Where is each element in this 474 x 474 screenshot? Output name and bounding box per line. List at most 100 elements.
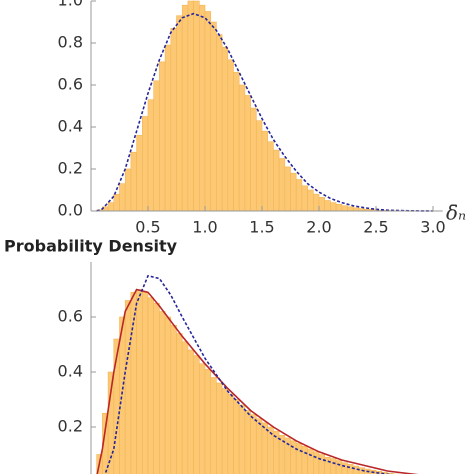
bar <box>278 158 286 212</box>
y-tick-label: 0.8 <box>58 33 83 52</box>
bar <box>124 300 132 474</box>
bar <box>255 418 263 474</box>
bar <box>159 311 166 474</box>
bar <box>176 333 183 474</box>
bar <box>318 454 325 474</box>
y-tick-label: 0.2 <box>58 417 83 436</box>
bar <box>238 404 246 474</box>
bar <box>238 84 246 212</box>
bar <box>307 189 314 212</box>
x-tick-label: 2.0 <box>306 218 331 237</box>
bar <box>221 46 229 212</box>
bar <box>312 193 320 212</box>
bar <box>210 377 217 474</box>
bar <box>301 445 308 474</box>
chart-title: Probability Density <box>4 237 178 256</box>
bar <box>153 80 160 212</box>
bar <box>227 59 234 212</box>
bar <box>284 166 291 212</box>
x-tick-label: 1.5 <box>249 218 274 237</box>
bar <box>347 206 354 212</box>
bar <box>261 130 268 212</box>
y-tick-label: 0.0 <box>58 201 83 220</box>
x-axis-label: δ̄ₙ <box>446 201 466 225</box>
bar <box>216 382 223 474</box>
bar <box>216 34 223 212</box>
bar <box>142 116 149 212</box>
bar <box>193 355 200 474</box>
x-tick-label: 0.5 <box>135 218 160 237</box>
bar <box>312 451 320 474</box>
bar <box>199 363 206 474</box>
bar <box>136 135 143 212</box>
x-tick-label: 3.0 <box>420 218 445 237</box>
bar <box>124 168 132 212</box>
y-tick-label: 0.6 <box>58 307 83 326</box>
bar <box>250 107 257 212</box>
bar <box>199 4 206 212</box>
bar <box>295 443 303 474</box>
bar <box>250 414 257 474</box>
bar <box>290 172 297 212</box>
curve <box>104 274 393 474</box>
bar <box>187 0 194 212</box>
curve <box>96 288 419 474</box>
x-tick-label: 2.5 <box>363 218 388 237</box>
bar <box>181 341 189 474</box>
bar <box>244 410 251 474</box>
bar <box>164 316 172 474</box>
bar <box>295 179 303 212</box>
bar <box>147 99 154 212</box>
curve <box>96 12 434 212</box>
bar <box>330 458 337 474</box>
bar <box>193 0 200 212</box>
bar <box>244 95 251 212</box>
bar <box>176 15 183 212</box>
bar <box>318 197 325 212</box>
bar <box>153 302 160 474</box>
bar <box>381 472 388 474</box>
bar <box>210 21 217 212</box>
bar <box>341 462 348 474</box>
bar <box>341 205 348 212</box>
bar <box>233 72 240 212</box>
bar <box>119 183 126 212</box>
bar <box>227 393 234 474</box>
x-tick-label: 1.0 <box>192 218 217 237</box>
bar <box>204 368 211 474</box>
bar <box>130 151 137 212</box>
bar <box>267 426 274 474</box>
bar <box>301 185 308 212</box>
bar <box>255 120 263 212</box>
bar <box>107 202 115 212</box>
bar <box>147 297 154 474</box>
bar <box>113 193 120 212</box>
bar <box>204 11 211 212</box>
bar <box>352 465 360 474</box>
bar <box>233 399 240 474</box>
bar <box>335 460 343 474</box>
bar <box>324 200 331 212</box>
bar <box>170 27 177 212</box>
y-tick-label: 0.6 <box>58 75 83 94</box>
bar <box>181 4 189 212</box>
y-tick-label: 0.2 <box>58 159 83 178</box>
bar <box>187 349 194 474</box>
bar <box>347 464 354 474</box>
y-tick-label: 0.4 <box>58 117 83 136</box>
y-tick-label: 0.4 <box>58 362 83 381</box>
bar <box>273 430 280 474</box>
bar <box>267 141 274 212</box>
bar <box>330 202 337 212</box>
bar <box>142 291 149 474</box>
bar <box>159 61 166 212</box>
bar <box>221 388 229 474</box>
y-tick-label: 1.0 <box>58 0 83 10</box>
bar <box>273 149 280 212</box>
bar <box>164 44 172 212</box>
bar <box>136 289 143 474</box>
bar <box>335 203 343 212</box>
bar <box>307 448 314 474</box>
